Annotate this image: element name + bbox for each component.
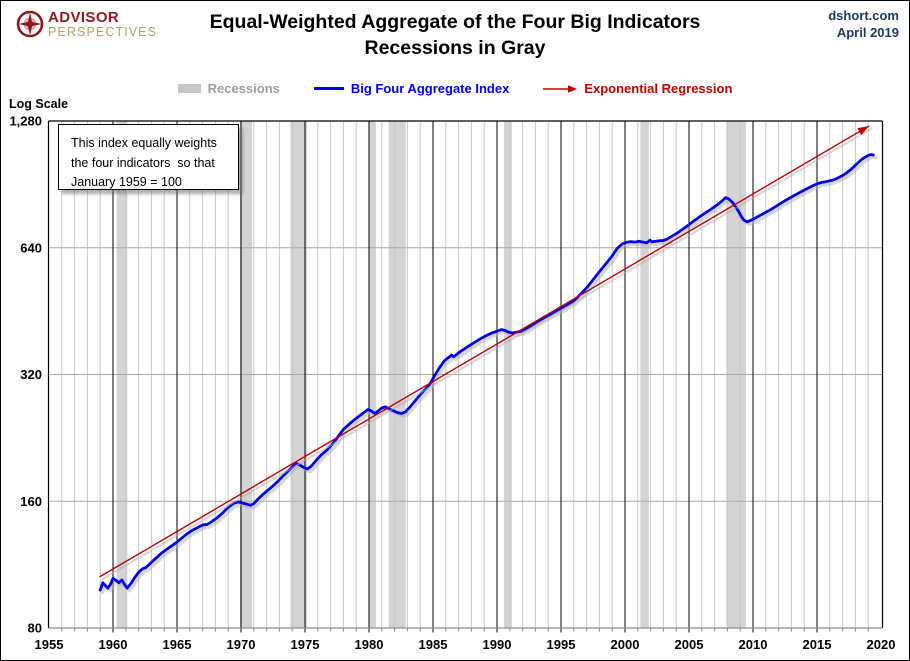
chart-legend: Recessions Big Four Aggregate Index Expone… xyxy=(1,81,909,96)
series-exponential-regression xyxy=(99,125,873,581)
regression-arrowhead xyxy=(857,126,869,136)
logo-advisor: ADVISOR xyxy=(48,8,120,26)
y-tick-label: 160 xyxy=(20,494,42,509)
legend-item-2: Exponential Regression xyxy=(543,81,732,96)
annotation-callout: This index equally weights the four indi… xyxy=(58,124,239,190)
legend-recession-swatch xyxy=(177,84,201,93)
x-tick-label: 2015 xyxy=(803,637,832,652)
title-line-2: Recessions in Gray xyxy=(364,37,546,59)
source-attribution: dshort.com April 2019 xyxy=(828,7,899,41)
logo-perspectives: PERSPECTIVES xyxy=(48,24,158,39)
x-tick-label: 1975 xyxy=(291,637,320,652)
series-big-four-aggregate xyxy=(98,153,878,595)
legend-label-2: Exponential Regression xyxy=(584,81,733,96)
x-tick-label: 2010 xyxy=(739,637,768,652)
title-line-1: Equal-Weighted Aggregate of the Four Big… xyxy=(209,11,701,33)
x-tick-label: 1970 xyxy=(227,637,256,652)
plot-border xyxy=(47,120,884,629)
x-tick-label: 2005 xyxy=(675,637,704,652)
y-axis-labels: 1,280 640 320 160 80 xyxy=(9,114,42,636)
y-tick-label: 1,280 xyxy=(9,114,42,129)
compass-logo-icon xyxy=(16,10,44,38)
legend-item-0: Recessions xyxy=(177,81,280,96)
annotation-line-3: January 1959 = 100 xyxy=(71,175,182,189)
logo-text: ADVISOR PERSPECTIVES xyxy=(48,10,157,39)
chart-title: Equal-Weighted Aggregate of the Four Big… xyxy=(141,9,769,61)
legend-item-1: Big Four Aggregate Index xyxy=(313,81,510,96)
legend-arrow-swatch xyxy=(543,84,578,93)
x-tick-label: 2000 xyxy=(611,637,640,652)
legend-label-1: Big Four Aggregate Index xyxy=(350,81,510,96)
x-tick-label: 1985 xyxy=(419,637,448,652)
y-tick-label: 80 xyxy=(28,621,42,636)
x-tick-label: 1995 xyxy=(547,637,576,652)
x-axis-labels: 1955 1960 1965 1970 1975 1980 1985 1990 1995 2000… xyxy=(35,637,896,652)
horizontal-gridlines xyxy=(49,247,882,502)
legend-line-swatch xyxy=(313,87,344,90)
source-site: dshort.com xyxy=(828,8,899,23)
legend-label-0: Recessions xyxy=(207,81,280,96)
y-tick-label: 320 xyxy=(20,367,42,382)
x-tick-label: 1990 xyxy=(483,637,512,652)
x-tick-label: 1980 xyxy=(355,637,384,652)
x-tick-label: 1960 xyxy=(99,637,128,652)
source-date: April 2019 xyxy=(836,25,899,40)
annotation-line-2: the four indicators so that xyxy=(71,155,215,170)
advisor-perspectives-logo: ADVISOR PERSPECTIVES xyxy=(15,9,157,39)
x-tick-label: 1955 xyxy=(35,637,64,652)
x-tick-label: 2020 xyxy=(867,637,896,652)
annotation-line-1: This index equally weights xyxy=(71,136,217,150)
major-gridlines xyxy=(112,121,818,633)
log-scale-label: Log Scale xyxy=(9,97,69,111)
y-tick-label: 640 xyxy=(20,240,42,255)
x-tick-label: 1965 xyxy=(163,637,192,652)
